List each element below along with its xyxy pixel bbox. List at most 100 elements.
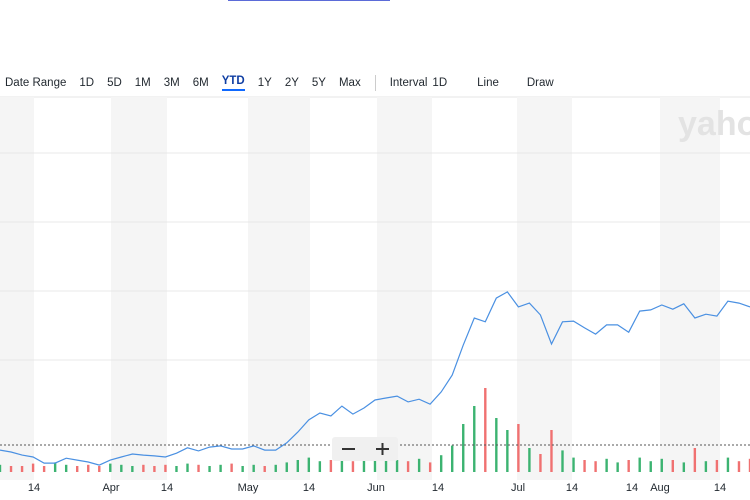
interval-label[interactable]: Interval [389,77,428,89]
volume-bar [517,424,520,472]
volume-bar [373,456,377,472]
range-button[interactable]: YTD [221,75,245,91]
x-tick-label: Aug [650,482,670,494]
volume-bar [528,448,531,472]
volume-bar [186,463,189,472]
volume-bar [329,460,333,472]
volume-bar [384,457,388,472]
volume-bar [506,430,509,472]
volume-bar [715,460,719,472]
volume-bar [31,463,35,472]
volume-bar [318,461,322,472]
watermark: yaho [678,105,750,143]
volume-bar [583,460,586,472]
volume-bar [120,464,123,472]
volume-bar [439,455,443,472]
range-button[interactable]: Max [338,77,361,89]
x-tick-label: 14 [626,482,638,494]
volume-bar [561,450,564,472]
range-button[interactable]: 1D [79,77,95,89]
x-tick-label: May [238,482,259,494]
volume-bar [131,466,134,472]
volume-bar [219,464,222,472]
toolbar: Date Range 1D 5D 1M 3M 6M YTD 1Y 2Y 5Y Max Interval… [0,72,750,94]
top-accent [228,0,390,1]
volume-bar [462,424,465,472]
volume-bar [649,461,652,472]
volume-bar [616,462,619,472]
range-button[interactable]: 2Y [284,77,299,89]
x-tick-label: Jul [511,482,525,494]
volume-bar [153,466,156,472]
volume-bar [594,461,597,472]
background-band [517,97,572,480]
volume-bar [748,458,750,472]
volume-bar [164,464,167,472]
volume-bar [605,458,608,472]
volume-bar [285,462,288,472]
volume-bar [671,460,674,472]
volume-bar [274,464,277,472]
x-tick-label: Apr [102,482,119,494]
range-button[interactable]: 5D [107,77,122,89]
volume-bar [76,466,79,472]
interval-button[interactable]: 1D [432,77,448,89]
draw-button[interactable]: Draw [526,77,554,89]
volume-bar [98,466,101,472]
volume-bar [638,457,641,472]
volume-bar [417,458,421,472]
range-button[interactable]: 3M [163,77,180,89]
volume-bar [726,457,730,472]
volume-bar [109,463,112,472]
background-band [248,97,310,480]
volume-bar [539,454,542,472]
volume-bar [241,466,244,472]
volume-bar [473,406,476,472]
volume-bar [0,464,2,472]
x-tick-label: 14 [566,482,578,494]
zoom-in-button[interactable] [376,443,389,455]
background-band [0,97,34,480]
volume-bar [263,466,266,472]
volume-bar [53,462,57,472]
separator [374,75,376,91]
volume-bar [175,466,178,472]
volume-bar [20,466,24,472]
volume-bar [42,466,46,472]
volume-bar [395,460,399,472]
volume-bar [64,464,68,472]
volume-bar [627,460,630,472]
x-tick-label: 14 [161,482,173,494]
volume-bar [87,464,90,472]
volume-bar [307,457,311,472]
volume-bar [704,461,708,472]
x-tick-label: 14 [303,482,315,494]
x-tick-label: Jun [367,482,385,494]
volume-bar [362,458,366,472]
background-band [111,97,167,480]
volume-bar [208,466,211,472]
x-tick-label: 14 [28,482,40,494]
volume-bar [406,461,410,472]
volume-bar [230,463,233,472]
volume-bar [142,464,145,472]
date-range-button[interactable]: Date Range [5,77,67,89]
background-band [377,97,432,480]
volume-bar [296,460,299,472]
volume-bar [660,458,663,472]
volume-bar [351,461,355,472]
price-line [0,291,750,466]
chart-style-button[interactable]: Line [477,77,499,89]
volume-bar [682,462,686,472]
range-button[interactable]: 6M [192,77,209,89]
x-tick-label: 14 [432,482,444,494]
range-button[interactable]: 1M [134,77,151,89]
volume-bar [451,445,454,472]
range-button[interactable]: 1Y [257,77,272,89]
volume-bar [572,457,575,472]
background-band [660,97,720,480]
range-button[interactable]: 5Y [311,77,326,89]
volume-bar [693,448,697,472]
